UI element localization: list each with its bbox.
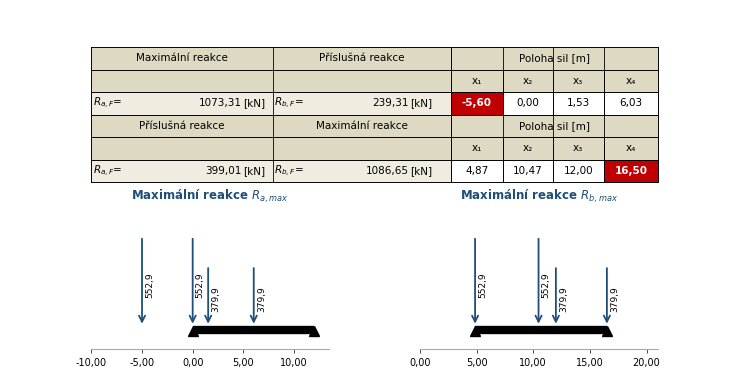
Text: Příslušná reakce: Příslušná reakce bbox=[140, 121, 224, 131]
Text: $R_{b,F}$=: $R_{b,F}$= bbox=[274, 163, 304, 179]
Text: x₃: x₃ bbox=[573, 143, 583, 154]
Text: 552,9: 552,9 bbox=[196, 272, 205, 298]
Text: Poloha sil [m]: Poloha sil [m] bbox=[519, 121, 590, 131]
Text: 12,00: 12,00 bbox=[564, 166, 593, 176]
FancyBboxPatch shape bbox=[91, 47, 451, 69]
FancyBboxPatch shape bbox=[91, 137, 451, 160]
Text: 1073,31: 1073,31 bbox=[199, 98, 241, 109]
FancyBboxPatch shape bbox=[451, 47, 658, 69]
FancyBboxPatch shape bbox=[503, 137, 553, 160]
Text: 6,03: 6,03 bbox=[619, 98, 643, 109]
FancyBboxPatch shape bbox=[451, 69, 503, 92]
FancyBboxPatch shape bbox=[451, 137, 503, 160]
Text: Maximální reakce: Maximální reakce bbox=[136, 53, 228, 64]
FancyBboxPatch shape bbox=[604, 69, 658, 92]
FancyBboxPatch shape bbox=[604, 160, 658, 182]
Text: $R_{a,F}$=: $R_{a,F}$= bbox=[93, 96, 123, 111]
Title: Maximální reakce $R_{b,max}$: Maximální reakce $R_{b,max}$ bbox=[460, 188, 618, 205]
Text: [kN]: [kN] bbox=[243, 98, 265, 109]
Text: x₁: x₁ bbox=[471, 76, 482, 86]
Text: 552,9: 552,9 bbox=[145, 272, 154, 298]
FancyBboxPatch shape bbox=[451, 92, 503, 114]
Text: 552,9: 552,9 bbox=[478, 272, 487, 298]
FancyBboxPatch shape bbox=[604, 92, 658, 114]
Text: [kN]: [kN] bbox=[410, 98, 432, 109]
FancyBboxPatch shape bbox=[503, 160, 553, 182]
Text: x₄: x₄ bbox=[626, 76, 636, 86]
Text: 399,01: 399,01 bbox=[205, 166, 241, 176]
Text: x₂: x₂ bbox=[523, 143, 533, 154]
Text: Poloha sil [m]: Poloha sil [m] bbox=[519, 53, 590, 64]
FancyBboxPatch shape bbox=[503, 69, 553, 92]
Text: [kN]: [kN] bbox=[410, 166, 432, 176]
Text: x₃: x₃ bbox=[573, 76, 583, 86]
FancyBboxPatch shape bbox=[451, 160, 503, 182]
FancyBboxPatch shape bbox=[451, 114, 658, 137]
FancyBboxPatch shape bbox=[553, 92, 604, 114]
Text: 379,9: 379,9 bbox=[257, 286, 266, 312]
Text: Maximální reakce: Maximální reakce bbox=[316, 121, 408, 131]
Text: x₄: x₄ bbox=[626, 143, 636, 154]
Text: 239,31: 239,31 bbox=[372, 98, 409, 109]
Text: 1,53: 1,53 bbox=[567, 98, 590, 109]
Text: 379,9: 379,9 bbox=[211, 286, 220, 312]
Text: $R_{a,F}$=: $R_{a,F}$= bbox=[93, 163, 123, 179]
FancyBboxPatch shape bbox=[91, 160, 451, 182]
FancyBboxPatch shape bbox=[553, 160, 604, 182]
Text: 10,47: 10,47 bbox=[512, 166, 542, 176]
FancyBboxPatch shape bbox=[91, 69, 451, 92]
FancyBboxPatch shape bbox=[503, 92, 553, 114]
Text: 379,9: 379,9 bbox=[559, 286, 568, 312]
Text: $R_{b,F}$=: $R_{b,F}$= bbox=[274, 96, 304, 111]
Title: Maximální reakce $R_{a,max}$: Maximální reakce $R_{a,max}$ bbox=[132, 188, 289, 205]
FancyBboxPatch shape bbox=[91, 92, 451, 114]
FancyBboxPatch shape bbox=[553, 137, 604, 160]
Text: -5,60: -5,60 bbox=[462, 98, 492, 109]
FancyBboxPatch shape bbox=[91, 114, 451, 137]
Text: 0,00: 0,00 bbox=[516, 98, 539, 109]
Text: 1086,65: 1086,65 bbox=[366, 166, 409, 176]
Text: 379,9: 379,9 bbox=[610, 286, 619, 312]
Text: 16,50: 16,50 bbox=[615, 166, 648, 176]
FancyBboxPatch shape bbox=[553, 69, 604, 92]
Text: [kN]: [kN] bbox=[243, 166, 265, 176]
Text: 552,9: 552,9 bbox=[542, 272, 550, 298]
Text: x₁: x₁ bbox=[471, 143, 482, 154]
Text: x₂: x₂ bbox=[523, 76, 533, 86]
Text: Příslušná reakce: Příslušná reakce bbox=[319, 53, 405, 64]
Text: 4,87: 4,87 bbox=[465, 166, 488, 176]
FancyBboxPatch shape bbox=[604, 137, 658, 160]
